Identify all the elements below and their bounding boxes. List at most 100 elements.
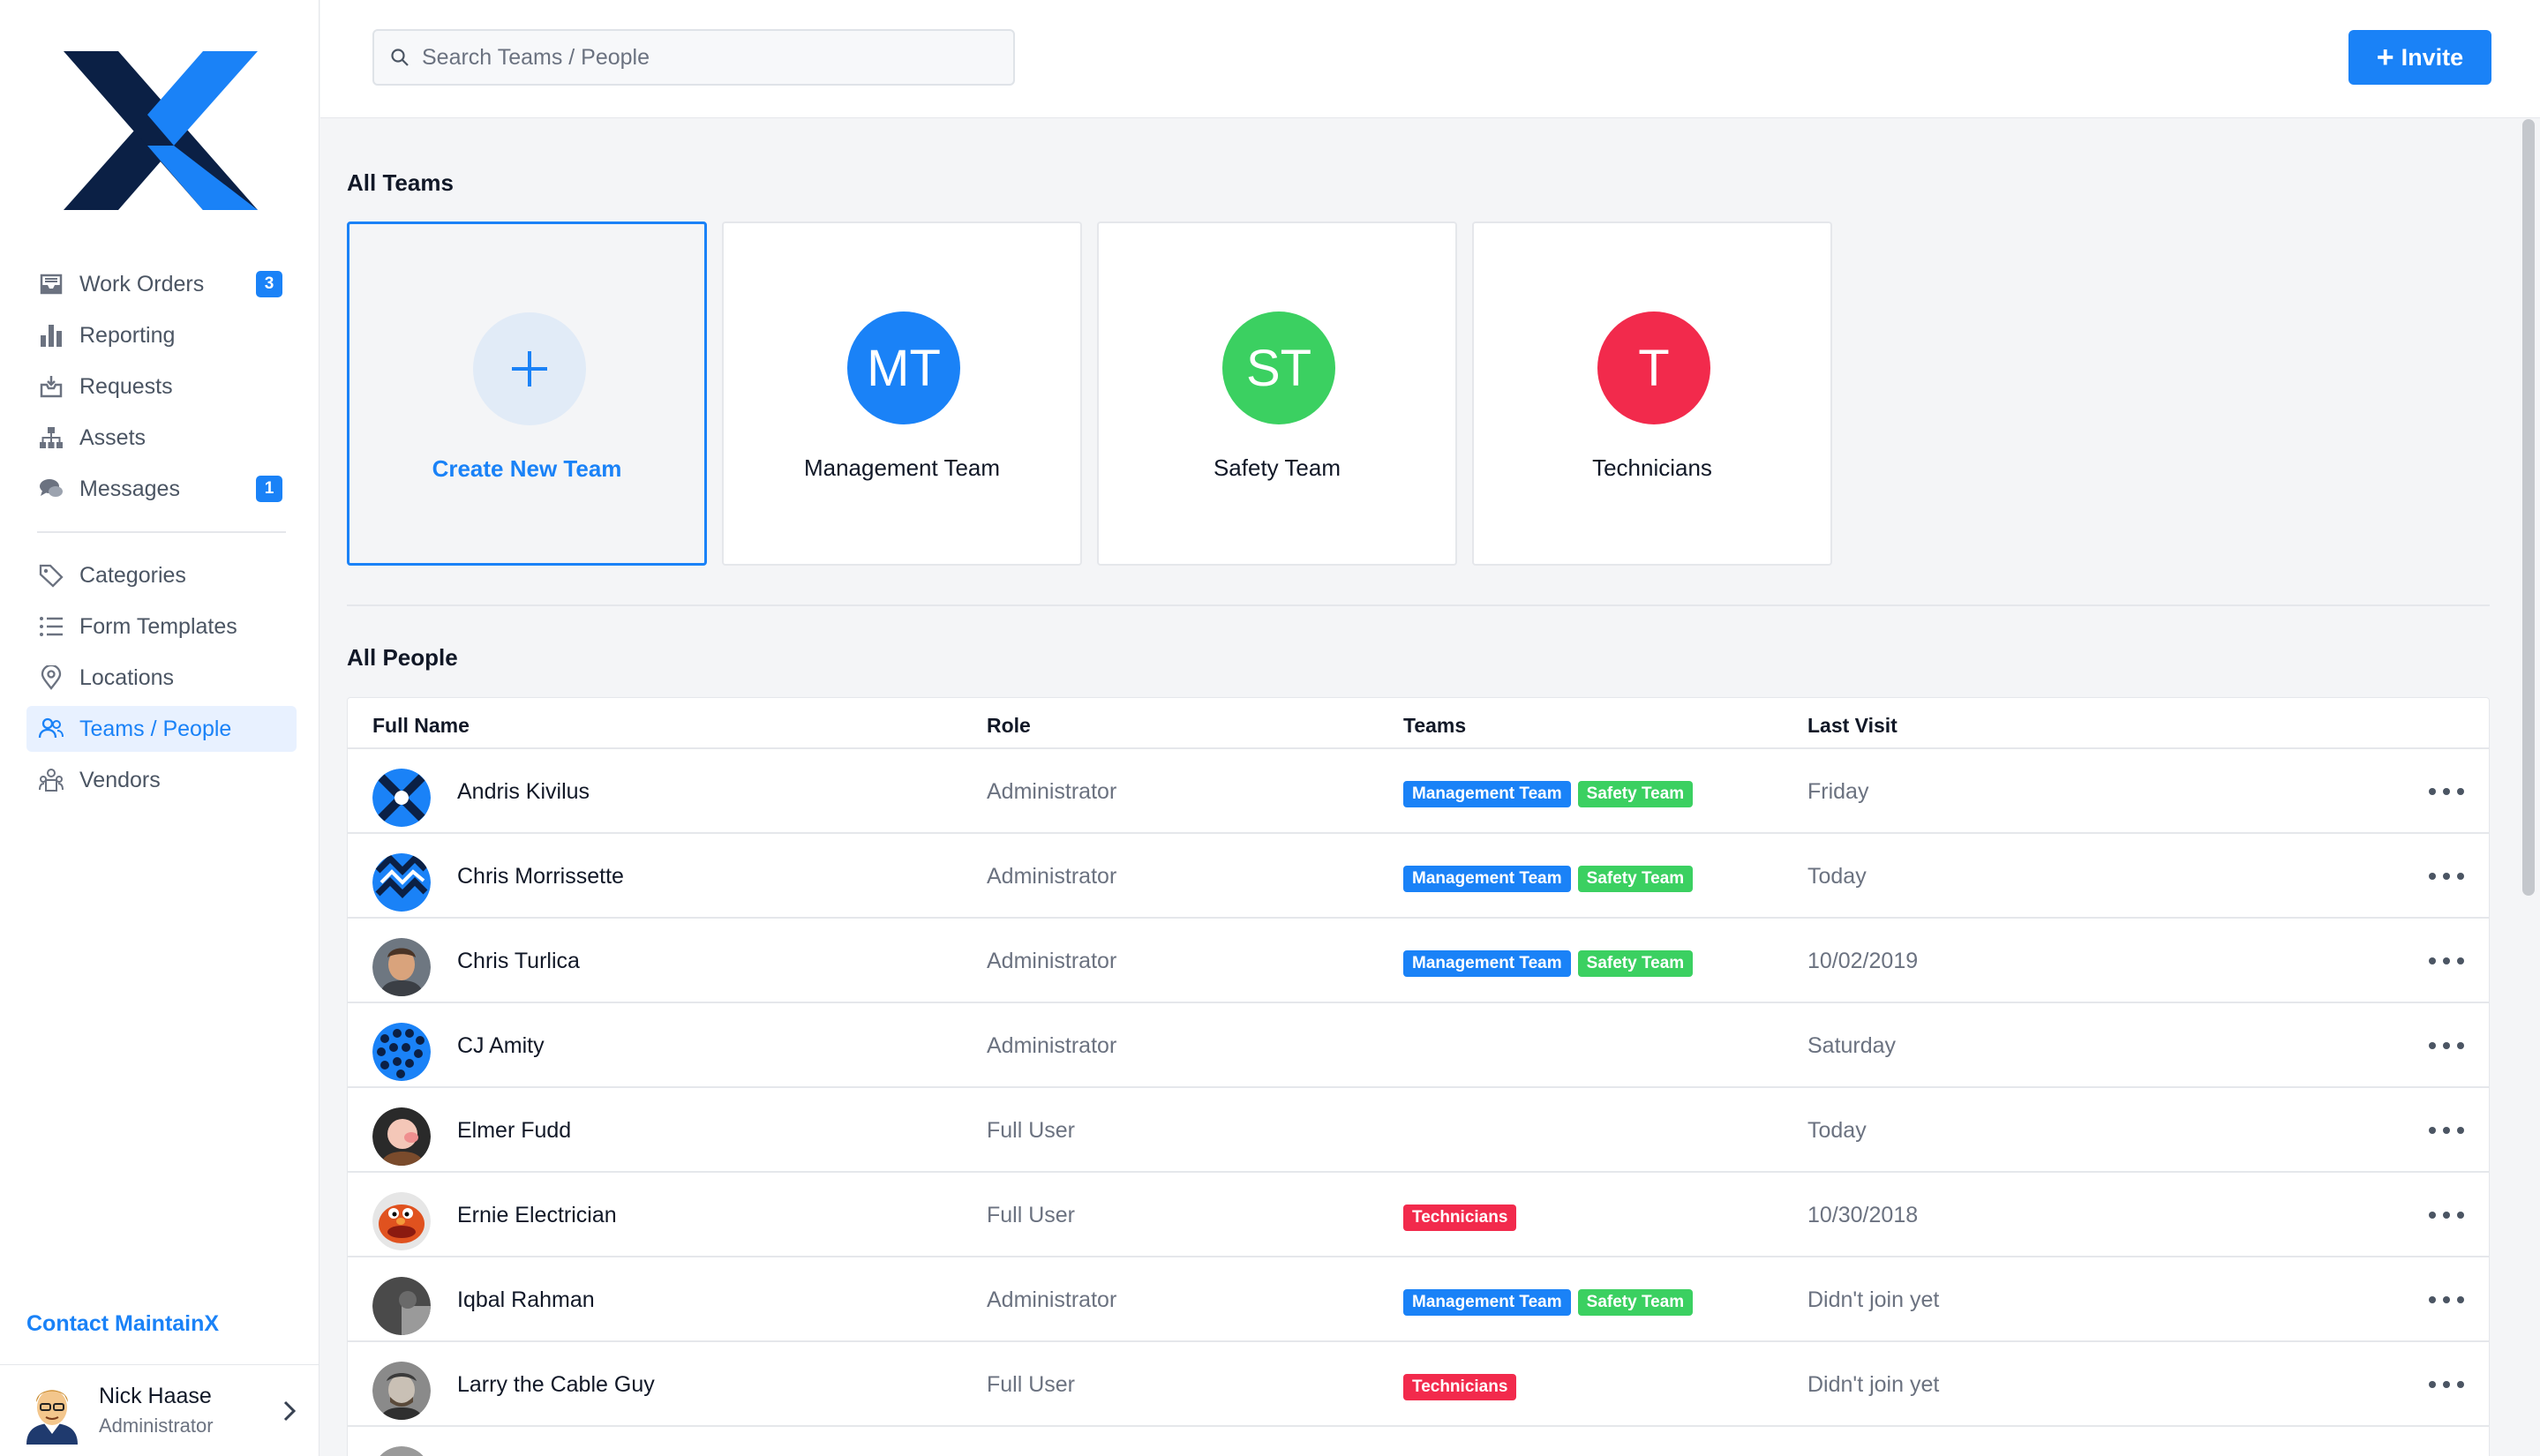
more-options-icon[interactable] — [2427, 1037, 2466, 1054]
last-visit: Today — [1807, 864, 1867, 889]
column-header-teams[interactable]: Teams — [1403, 714, 1467, 737]
person-name: Chris Turlica — [457, 949, 580, 973]
table-header: Full Name Role Teams Last Visit — [348, 698, 2489, 749]
user-role: Administrator — [99, 1415, 214, 1437]
person-role: Administrator — [987, 1287, 1117, 1312]
avatar — [372, 769, 431, 827]
avatar — [372, 1277, 431, 1335]
team-tag-technicians[interactable]: Technicians — [1403, 1205, 1517, 1231]
team-card-safety[interactable]: ST Safety Team — [1097, 221, 1457, 566]
team-name: Safety Team — [1213, 454, 1341, 481]
create-new-team-card[interactable]: Create New Team — [347, 221, 707, 566]
person-role: Full User — [987, 1372, 1076, 1397]
chevron-right-icon — [283, 1400, 297, 1421]
sidebar-item-label: Assets — [79, 424, 147, 450]
person-name: Larry the Cable Guy — [457, 1372, 655, 1397]
more-options-icon[interactable] — [2427, 1376, 2466, 1393]
current-user-menu[interactable]: Nick Haase Administrator — [0, 1364, 319, 1456]
sitemap-icon — [37, 424, 65, 452]
team-tag-management[interactable]: Management Team — [1403, 781, 1571, 807]
team-tag-management[interactable]: Management Team — [1403, 1289, 1571, 1316]
more-options-icon[interactable] — [2427, 1122, 2466, 1139]
all-teams-heading: All Teams — [347, 169, 454, 196]
table-row[interactable] — [348, 1427, 2489, 1456]
team-tag-management[interactable]: Management Team — [1403, 950, 1571, 977]
main-content: All Teams Create New Team MT Management … — [320, 119, 2518, 1456]
more-options-icon[interactable] — [2427, 1206, 2466, 1224]
sidebar-item-messages[interactable]: Messages 1 — [26, 466, 297, 512]
person-name: Chris Morrissette — [457, 864, 624, 889]
maintainx-logo-icon[interactable] — [64, 51, 258, 210]
sidebar-item-assets[interactable]: Assets — [26, 415, 297, 461]
inbox-download-icon — [37, 372, 65, 401]
avatar — [372, 1107, 431, 1166]
person-role: Administrator — [987, 949, 1117, 973]
column-header-role[interactable]: Role — [987, 714, 1031, 737]
user-avatar — [26, 1389, 78, 1445]
sidebar-item-reporting[interactable]: Reporting — [26, 312, 297, 358]
messages-count-badge: 1 — [256, 476, 282, 502]
sidebar-item-locations[interactable]: Locations — [26, 655, 297, 701]
table-row[interactable]: Iqbal Rahman Administrator Management Te… — [348, 1257, 2489, 1342]
sidebar-item-label: Locations — [79, 664, 175, 690]
sidebar-item-categories[interactable]: Categories — [26, 552, 297, 598]
last-visit: Didn't join yet — [1807, 1287, 1940, 1312]
sidebar-item-teams-people[interactable]: Teams / People — [26, 706, 297, 752]
table-row[interactable]: Elmer Fudd Full User Today — [348, 1088, 2489, 1173]
column-header-last-visit[interactable]: Last Visit — [1807, 714, 1897, 737]
sidebar-item-requests[interactable]: Requests — [26, 364, 297, 409]
avatar — [372, 853, 431, 912]
more-options-icon[interactable] — [2427, 952, 2466, 970]
last-visit: 10/02/2019 — [1807, 949, 1919, 973]
table-row[interactable]: Chris Turlica Administrator Management T… — [348, 919, 2489, 1003]
sidebar-item-label: Form Templates — [79, 613, 237, 639]
team-tag-technicians[interactable]: Technicians — [1403, 1374, 1517, 1400]
vendors-icon — [37, 766, 65, 794]
team-tag-safety[interactable]: Safety Team — [1577, 781, 1694, 807]
sidebar-item-vendors[interactable]: Vendors — [26, 757, 297, 803]
team-tag-safety[interactable]: Safety Team — [1577, 866, 1694, 892]
search-box[interactable] — [372, 29, 1015, 86]
create-new-team-label: Create New Team — [432, 455, 622, 482]
team-tags: Management Team Safety Team — [1403, 950, 1694, 977]
column-header-full-name[interactable]: Full Name — [372, 714, 470, 737]
team-tags: Management Team Safety Team — [1403, 1289, 1694, 1316]
table-row[interactable]: Andris Kivilus Administrator Management … — [348, 749, 2489, 834]
contact-maintainx-link[interactable]: Contact MaintainX — [26, 1311, 220, 1336]
sidebar-item-form-templates[interactable]: Form Templates — [26, 604, 297, 649]
sidebar-item-label: Requests — [79, 373, 173, 399]
sidebar-nav: Work Orders 3 Reporting Requests Assets — [26, 261, 297, 808]
more-options-icon[interactable] — [2427, 1291, 2466, 1309]
last-visit: Saturday — [1807, 1033, 1897, 1058]
team-avatar: T — [1597, 311, 1710, 424]
tag-icon — [37, 561, 65, 589]
team-tag-management[interactable]: Management Team — [1403, 866, 1571, 892]
top-bar: + Invite — [320, 0, 2540, 118]
chat-bubbles-icon — [37, 475, 65, 503]
team-card-technicians[interactable]: T Technicians — [1472, 221, 1832, 566]
invite-button[interactable]: + Invite — [2348, 30, 2491, 85]
table-row[interactable]: Chris Morrissette Administrator Manageme… — [348, 834, 2489, 919]
work-orders-count-badge: 3 — [256, 271, 282, 297]
more-options-icon[interactable] — [2427, 867, 2466, 885]
sidebar-item-label: Work Orders — [79, 271, 205, 296]
sidebar: Work Orders 3 Reporting Requests Assets — [0, 0, 319, 1456]
inbox-icon — [37, 270, 65, 298]
scrollbar-thumb[interactable] — [2522, 119, 2535, 896]
table-row[interactable]: CJ Amity Administrator Saturday — [348, 1003, 2489, 1088]
team-tag-safety[interactable]: Safety Team — [1577, 950, 1694, 977]
table-row[interactable]: Ernie Electrician Full User Technicians … — [348, 1173, 2489, 1257]
person-name: Elmer Fudd — [457, 1118, 572, 1143]
avatar — [372, 938, 431, 996]
last-visit: Friday — [1807, 779, 1869, 804]
team-card-management[interactable]: MT Management Team — [722, 221, 1082, 566]
more-options-icon[interactable] — [2427, 783, 2466, 800]
team-tags: Management Team Safety Team — [1403, 866, 1694, 892]
person-role: Administrator — [987, 1033, 1117, 1058]
person-name: Andris Kivilus — [457, 779, 590, 804]
team-tag-safety[interactable]: Safety Team — [1577, 1289, 1694, 1316]
sidebar-item-label: Reporting — [79, 322, 176, 348]
table-row[interactable]: Larry the Cable Guy Full User Technician… — [348, 1342, 2489, 1427]
sidebar-item-work-orders[interactable]: Work Orders 3 — [26, 261, 297, 307]
search-input[interactable] — [422, 44, 987, 71]
